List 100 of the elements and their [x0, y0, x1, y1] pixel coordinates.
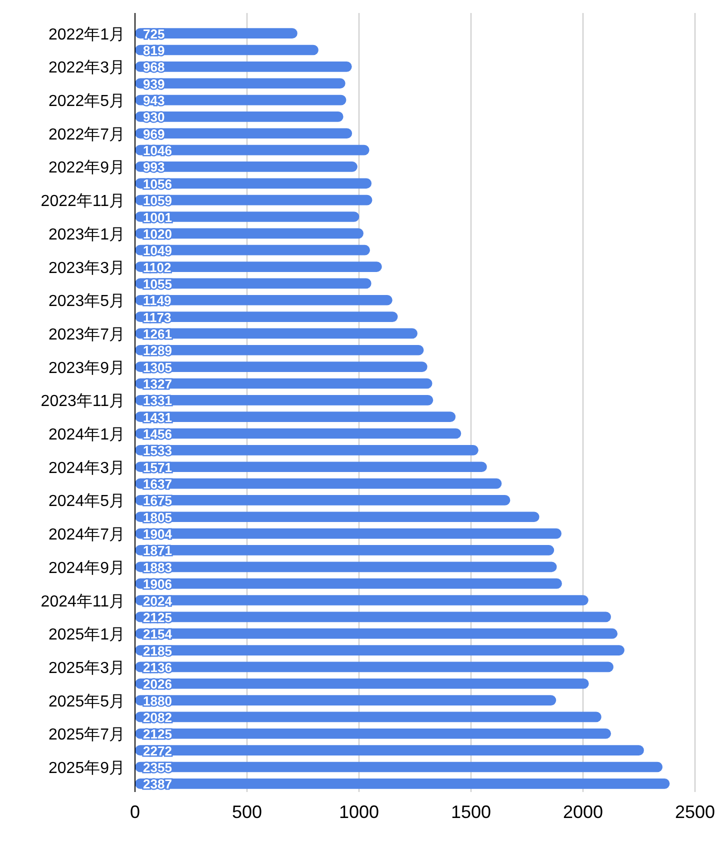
x-tick-label: 2000	[562, 802, 604, 822]
data-label: 943	[143, 93, 165, 108]
data-label: 1327	[143, 376, 172, 392]
data-label: 2154	[143, 626, 173, 642]
data-label: 1055	[143, 276, 172, 292]
data-label: 1906	[143, 576, 172, 592]
data-label: 1883	[143, 560, 172, 575]
bar	[135, 528, 562, 539]
y-tick-label: 2023年1月	[48, 226, 125, 244]
data-label: 1102	[143, 260, 172, 275]
y-tick-label: 2025年7月	[48, 726, 125, 744]
data-label: 1020	[143, 226, 172, 242]
bar	[135, 462, 487, 472]
bar	[135, 294, 392, 306]
bar	[135, 745, 644, 756]
data-label: 930	[143, 110, 165, 125]
bar	[135, 778, 670, 789]
data-label: 1289	[143, 343, 172, 358]
bar	[135, 545, 554, 556]
x-tick-label: 1000	[338, 802, 380, 822]
y-tick-label: 2022年9月	[48, 160, 125, 177]
bar	[135, 512, 540, 522]
y-tick-label: 2022年3月	[48, 60, 125, 77]
bar	[135, 645, 624, 656]
bar	[135, 662, 614, 672]
y-tick-label: 2023年5月	[48, 293, 125, 310]
y-tick-label: 2024年1月	[48, 426, 125, 444]
y-tick-label: 2022年7月	[48, 126, 125, 144]
data-label: 1675	[143, 493, 172, 508]
y-tick-label: 2023年7月	[48, 326, 125, 344]
data-label: 2125	[143, 610, 172, 625]
bar	[135, 712, 602, 722]
x-tick-label: 0	[130, 802, 140, 822]
data-label: 1571	[143, 460, 172, 475]
y-tick-label: 2025年5月	[48, 693, 125, 710]
data-label: 2387	[143, 776, 172, 792]
data-label: 1046	[143, 143, 172, 158]
data-label: 1001	[143, 210, 172, 225]
data-label: 1331	[143, 393, 172, 408]
data-label: 1904	[143, 526, 173, 542]
data-label: 969	[143, 126, 165, 142]
y-tick-label: 2024年9月	[48, 560, 125, 577]
data-label: 819	[143, 43, 165, 58]
data-label: 2026	[143, 676, 172, 692]
x-tick-label: 2500	[674, 802, 716, 822]
data-label: 1431	[143, 410, 172, 425]
data-label: 939	[143, 76, 165, 92]
bar	[135, 495, 510, 506]
y-tick-label: 2024年5月	[48, 493, 125, 510]
data-label: 1533	[143, 443, 172, 458]
data-label: 1261	[143, 326, 172, 342]
y-tick-label: 2025年9月	[48, 760, 125, 777]
data-label: 2136	[143, 660, 172, 675]
data-label: 1056	[143, 176, 172, 192]
data-label: 1637	[143, 476, 172, 492]
y-tick-label: 2025年3月	[48, 660, 125, 677]
bar	[135, 162, 358, 172]
data-label: 1049	[143, 243, 172, 258]
data-label: 1059	[143, 193, 172, 208]
bar	[135, 394, 434, 406]
bar	[135, 312, 398, 322]
y-tick-label: 2025年1月	[48, 626, 125, 644]
data-label: 2355	[143, 760, 172, 775]
y-tick-label: 2024年7月	[48, 526, 125, 544]
data-label: 993	[143, 160, 165, 175]
data-label: 2082	[143, 710, 172, 725]
bar	[135, 595, 588, 606]
data-label: 725	[143, 26, 165, 42]
bar	[135, 362, 428, 372]
data-label: 2185	[143, 643, 172, 658]
y-tick-label: 2023年3月	[48, 260, 125, 277]
data-label: 1805	[143, 510, 172, 525]
y-tick-label: 2022年5月	[48, 93, 125, 110]
bar	[135, 78, 346, 89]
data-label: 2272	[143, 743, 172, 758]
data-label: 968	[143, 60, 165, 75]
y-tick-label: 2023年9月	[48, 360, 125, 377]
data-label: 1456	[143, 426, 172, 442]
bar	[135, 62, 352, 72]
data-label: 1880	[143, 693, 172, 708]
bar	[135, 695, 556, 706]
bar	[135, 728, 611, 739]
data-label: 2024	[143, 593, 173, 608]
data-label: 1871	[143, 543, 172, 558]
bar	[135, 612, 611, 622]
bar	[135, 412, 456, 422]
data-label: 1149	[143, 293, 172, 308]
bar	[135, 578, 562, 589]
y-tick-label: 2024年3月	[48, 460, 125, 477]
bar	[135, 678, 589, 689]
data-label: 2125	[143, 726, 172, 742]
data-label: 1305	[143, 360, 172, 375]
x-tick-label: 500	[232, 802, 262, 822]
bar	[135, 344, 424, 356]
bar	[135, 562, 557, 572]
bar	[135, 128, 352, 139]
y-tick-label: 2022年1月	[48, 26, 125, 44]
bar	[135, 445, 478, 456]
bar	[135, 762, 663, 772]
y-tick-label: 2023年11月	[40, 393, 125, 410]
